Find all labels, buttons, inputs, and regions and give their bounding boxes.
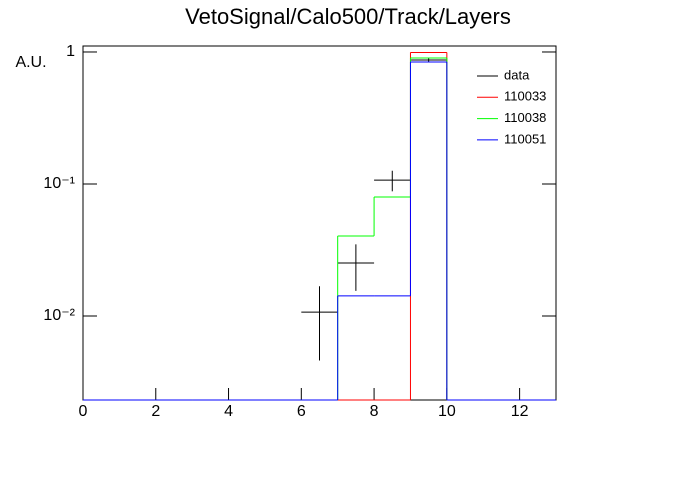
y-axis-label: A.U. bbox=[15, 54, 46, 71]
x-tick-label: 8 bbox=[370, 403, 379, 420]
x-tick-label: 0 bbox=[79, 403, 88, 420]
x-tick-label: 10 bbox=[438, 403, 456, 420]
legend-label: data bbox=[504, 67, 530, 82]
chart-title: VetoSignal/Calo500/Track/Layers bbox=[185, 4, 511, 29]
legend-label: 110033 bbox=[504, 89, 546, 104]
y-tick-label: 1 bbox=[66, 43, 75, 60]
y-tick-label: 10⁻² bbox=[43, 307, 75, 324]
y-tick-label: 10⁻¹ bbox=[43, 175, 75, 192]
legend-label: 110051 bbox=[504, 131, 546, 146]
x-tick-label: 12 bbox=[511, 403, 529, 420]
x-tick-label: 6 bbox=[297, 403, 306, 420]
legend-label: 110038 bbox=[504, 110, 546, 125]
x-tick-label: 4 bbox=[224, 403, 233, 420]
x-tick-label: 2 bbox=[151, 403, 160, 420]
